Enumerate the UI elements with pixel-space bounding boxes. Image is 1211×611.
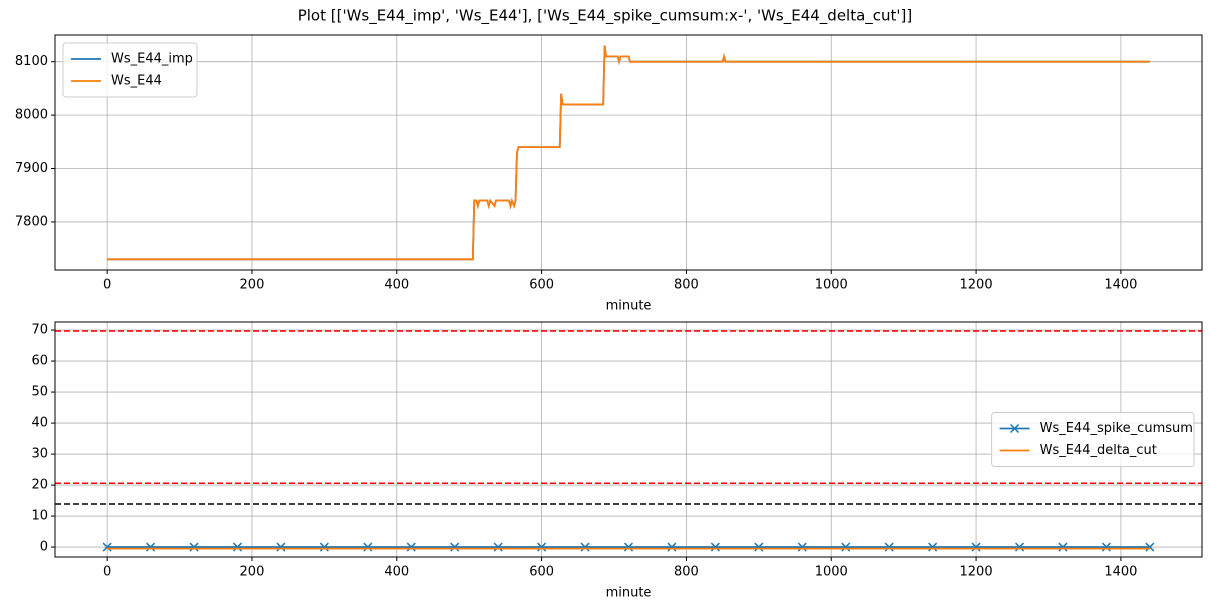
y-tick-label: 70 [31,323,48,338]
y-tick-label: 60 [31,354,48,369]
figure-title: Plot [['Ws_E44_imp', 'Ws_E44'], ['Ws_E44… [298,7,913,26]
x-tick-label: 400 [384,278,409,293]
x-tick-label: 1200 [960,565,993,580]
y-tick-label: 30 [31,447,48,462]
x-tick-label: 600 [529,278,554,293]
x-tick-label: 0 [103,278,111,293]
legend-label: Ws_E44_imp [111,52,193,67]
x-tick-label: 200 [240,565,265,580]
x-tick-label: 0 [103,565,111,580]
x-tick-label: 600 [529,565,554,580]
marker [189,542,199,552]
marker [493,542,503,552]
y-tick-label: 50 [31,385,48,400]
legend-label: Ws_E44_spike_cumsum [1040,421,1193,436]
y-tick-label: 8100 [15,54,48,69]
y-tick-label: 0 [40,540,48,555]
legend: Ws_E44_imp Ws_E44 [62,42,198,98]
x-tick-label: 1400 [1104,565,1137,580]
plot-frame [54,321,1203,558]
marker [623,542,634,552]
x-tick-label: 800 [674,565,699,580]
y-tick-label: 40 [31,416,48,431]
marker [232,542,243,552]
marker [1058,542,1068,552]
marker [1014,542,1025,552]
marker [363,542,373,552]
marker [667,542,677,552]
y-tick-label: 8000 [15,108,48,123]
marker [102,542,112,552]
x-tick-label: 1000 [815,565,848,580]
marker [884,542,894,552]
y-tick-label: 7800 [15,214,48,229]
x-tick-label: 1400 [1104,278,1137,293]
marker [754,542,764,552]
y-tick-label: 7900 [15,161,48,176]
legend-box [991,412,1195,467]
marker [841,542,851,552]
x-tick-label: 1000 [815,278,848,293]
legend-label: Ws_E44_delta_cut [1040,443,1157,458]
legend-box [62,42,198,98]
marker [276,542,286,552]
marker [580,542,590,552]
marker [146,542,156,552]
marker [797,542,807,552]
series-line [107,45,1150,261]
x-tick-label: 200 [240,278,265,293]
marker [1101,542,1111,552]
plot-frame [54,34,1203,271]
marker [710,542,720,552]
marker [319,542,329,552]
x-tick-label: 800 [674,278,699,293]
marker [1145,542,1155,552]
x-tick-label: 1200 [960,278,993,293]
legend-label: Ws_E44 [111,74,162,89]
x-tick-label: 400 [384,565,409,580]
marker [537,542,547,552]
legend-marker [1010,423,1020,434]
marker [928,542,938,552]
legend: Ws_E44_spike_cumsum Ws_E44_delta_cut [991,412,1195,467]
marker [971,542,981,552]
series-line [107,45,1150,261]
marker [406,542,416,552]
x-axis-label: minute [606,586,652,601]
y-tick-label: 20 [31,478,48,493]
x-axis-label: minute [606,299,652,314]
y-tick-label: 10 [31,509,48,524]
marker [450,542,460,552]
